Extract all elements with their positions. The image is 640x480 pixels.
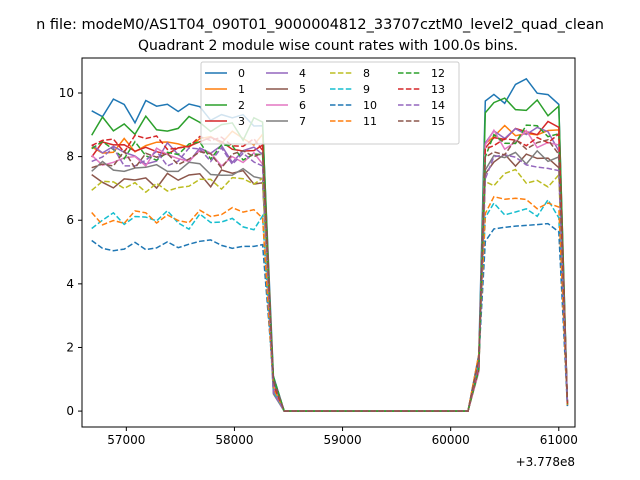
legend-label-5: 5 [299,83,306,96]
series-line-14 [91,146,569,412]
legend-label-10: 10 [363,99,377,112]
legend-label-15: 15 [431,115,445,128]
legend-label-3: 3 [238,115,245,128]
legend-label-12: 12 [431,67,445,80]
x-tick-label: 59000 [323,433,361,447]
figure-suptitle: n file: modeM0/AS1T04_090T01_9000004812_… [36,17,604,33]
y-tick-label: 0 [66,404,74,418]
series-line-15 [91,138,569,412]
y-tick-label: 6 [66,213,74,227]
chart-title: Quadrant 2 module wise count rates with … [138,38,518,54]
legend-label-11: 11 [363,115,377,128]
x-axis-offset-label: +3.778e8 [516,455,575,469]
legend-label-8: 8 [363,67,370,80]
y-tick-label: 10 [59,86,74,100]
series-line-13 [91,132,569,412]
series-line-9 [91,198,569,412]
x-tick-label: 61000 [540,433,578,447]
series-line-5 [91,153,569,412]
axes-frame [81,57,576,428]
legend-box [200,61,460,145]
x-tick-label: 57000 [107,433,145,447]
series-line-4 [91,126,569,412]
series-line-10 [91,222,569,412]
legend-label-14: 14 [431,99,445,112]
y-tick-label: 2 [66,340,74,354]
legend-label-7: 7 [299,115,306,128]
legend-label-6: 6 [299,99,306,112]
series-line-3 [91,120,569,412]
series-line-7 [91,149,569,412]
x-tick-label: 60000 [432,433,470,447]
legend-label-2: 2 [238,99,245,112]
legend-label-1: 1 [238,83,245,96]
series-layer [91,77,569,412]
legend-label-9: 9 [363,83,370,96]
legend-label-13: 13 [431,83,445,96]
legend-label-4: 4 [299,67,306,80]
y-tick-label: 8 [66,150,74,164]
x-axis-ticks: 57000 58000 59000 60000 61000 [107,427,578,447]
series-line-6 [91,128,569,412]
y-axis-ticks: 0 2 4 6 8 10 [59,86,82,418]
legend-label-0: 0 [238,67,245,80]
series-line-11 [91,195,569,412]
x-tick-label: 58000 [215,433,253,447]
y-tick-label: 4 [66,277,74,291]
